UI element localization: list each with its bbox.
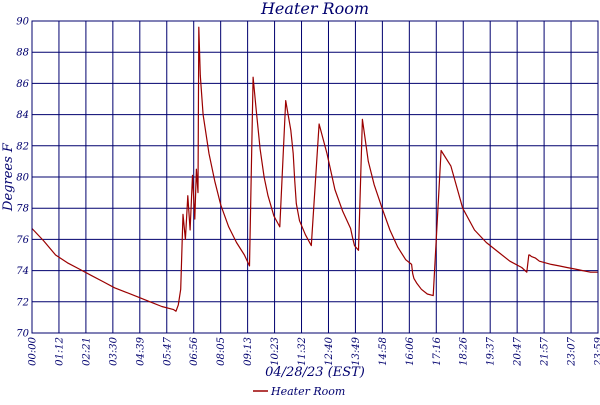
y-tick-label: 86 xyxy=(16,79,29,90)
x-tick-label: 04:39 xyxy=(135,336,146,365)
x-tick-label: 05:47 xyxy=(162,336,173,365)
x-tick-labels: 00:00 01:12 02:21 03:30 04:39 05:47 06:56 08:05… xyxy=(28,336,600,366)
x-tick-label: 06:56 xyxy=(189,336,200,365)
legend: Heater Room xyxy=(253,385,345,398)
x-tick-label: 01:12 xyxy=(54,337,65,366)
x-tick-label: 16:06 xyxy=(405,336,416,365)
x-tick-label: 02:21 xyxy=(81,337,92,366)
y-tick-label: 82 xyxy=(16,141,29,152)
y-tick-label: 72 xyxy=(16,297,29,308)
x-axis-title: 04/28/23 (EST) xyxy=(265,365,365,380)
x-tick-label: 09:13 xyxy=(243,337,254,366)
x-tick-label: 14:58 xyxy=(378,337,389,366)
x-tick-label: 10:23 xyxy=(270,337,281,366)
series-layer xyxy=(32,27,598,311)
x-tick-label: 19:37 xyxy=(486,336,497,365)
x-tick-label: 21:57 xyxy=(540,336,551,366)
x-tick-label: 18:26 xyxy=(459,336,470,365)
grid xyxy=(32,21,598,333)
y-tick-label: 74 xyxy=(16,266,29,277)
y-axis-title: Degrees F xyxy=(1,142,16,212)
x-tick-label: 13:49 xyxy=(351,336,362,365)
y-tick-label: 78 xyxy=(16,204,29,215)
x-tick-label: 17:16 xyxy=(432,336,443,365)
y-tick-label: 80 xyxy=(16,173,29,184)
legend-label: Heater Room xyxy=(270,385,345,398)
y-tick-label: 88 xyxy=(16,48,29,59)
y-tick-label: 84 xyxy=(16,110,29,121)
x-tick-label: 23:07 xyxy=(567,336,578,366)
series-line xyxy=(32,27,598,311)
chart-title: Heater Room xyxy=(260,0,369,18)
y-tick-label: 90 xyxy=(16,17,29,28)
x-tick-label: 00:00 xyxy=(28,336,39,365)
x-tick-label: 12:40 xyxy=(324,336,335,365)
x-tick-label: 11:32 xyxy=(297,337,308,366)
x-tick-label: 23:59 xyxy=(594,336,600,366)
x-tick-label: 03:30 xyxy=(108,336,119,365)
y-tick-label: 76 xyxy=(16,235,29,246)
x-tick-label: 08:05 xyxy=(216,337,227,366)
x-tick-label: 20:47 xyxy=(513,336,524,366)
